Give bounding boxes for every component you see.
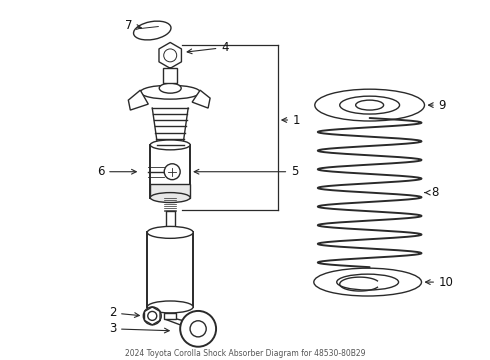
Polygon shape <box>192 90 210 108</box>
Polygon shape <box>128 90 148 110</box>
Text: 10: 10 <box>425 276 454 289</box>
Ellipse shape <box>356 100 384 110</box>
Text: 7: 7 <box>124 19 141 32</box>
Circle shape <box>148 311 157 320</box>
Polygon shape <box>150 145 190 198</box>
Ellipse shape <box>340 96 399 114</box>
Circle shape <box>143 307 161 325</box>
Text: 4: 4 <box>187 41 229 54</box>
Ellipse shape <box>147 301 193 313</box>
Ellipse shape <box>315 89 424 121</box>
Text: 3: 3 <box>109 322 169 335</box>
Ellipse shape <box>314 268 421 296</box>
Text: 1: 1 <box>282 113 300 126</box>
Text: 6: 6 <box>97 165 136 178</box>
Polygon shape <box>163 68 177 83</box>
Text: 2024 Toyota Corolla Shock Absorber Diagram for 48530-80B29: 2024 Toyota Corolla Shock Absorber Diagr… <box>125 349 365 358</box>
Ellipse shape <box>150 193 190 203</box>
Polygon shape <box>164 319 200 325</box>
Text: 5: 5 <box>194 165 298 178</box>
Text: 9: 9 <box>429 99 446 112</box>
Polygon shape <box>166 211 175 232</box>
Circle shape <box>164 164 180 180</box>
Text: 2: 2 <box>109 306 139 319</box>
Ellipse shape <box>337 274 398 290</box>
Polygon shape <box>150 184 190 198</box>
Ellipse shape <box>147 226 193 238</box>
Polygon shape <box>164 313 176 319</box>
Circle shape <box>180 311 216 347</box>
Ellipse shape <box>159 83 181 93</box>
Ellipse shape <box>140 85 200 99</box>
Polygon shape <box>147 232 193 307</box>
Circle shape <box>164 49 177 62</box>
Text: 8: 8 <box>425 186 438 199</box>
Ellipse shape <box>150 140 190 150</box>
Circle shape <box>190 321 206 337</box>
Ellipse shape <box>134 21 171 40</box>
